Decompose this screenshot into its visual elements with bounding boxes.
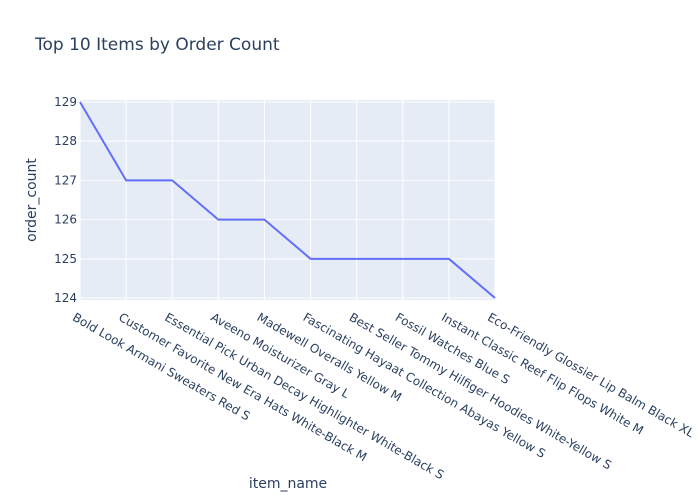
x-tick-labels: Bold Look Armani Sweaters Red SCustomer …	[70, 310, 697, 482]
y-tick-label: 128	[54, 134, 77, 148]
y-tick-label: 129	[54, 95, 77, 109]
plot-area	[80, 100, 495, 300]
y-tick-labels: 124 125 126 127 128 129	[54, 95, 77, 305]
y-tick-label: 126	[54, 213, 77, 227]
x-tick-label: Eco-Friendly Glossier Lip Balm Black XL	[485, 310, 697, 440]
series-group	[79, 101, 496, 299]
x-axis-title: item_name	[249, 476, 327, 492]
x-gridlines	[79, 100, 496, 300]
y-tick-label: 127	[54, 173, 77, 187]
series-line	[79, 101, 496, 299]
chart-title: Top 10 Items by Order Count	[34, 35, 280, 55]
y-tick-label: 125	[54, 252, 77, 266]
y-tick-label: 124	[54, 291, 77, 305]
y-axis-title: order_count	[24, 158, 40, 242]
